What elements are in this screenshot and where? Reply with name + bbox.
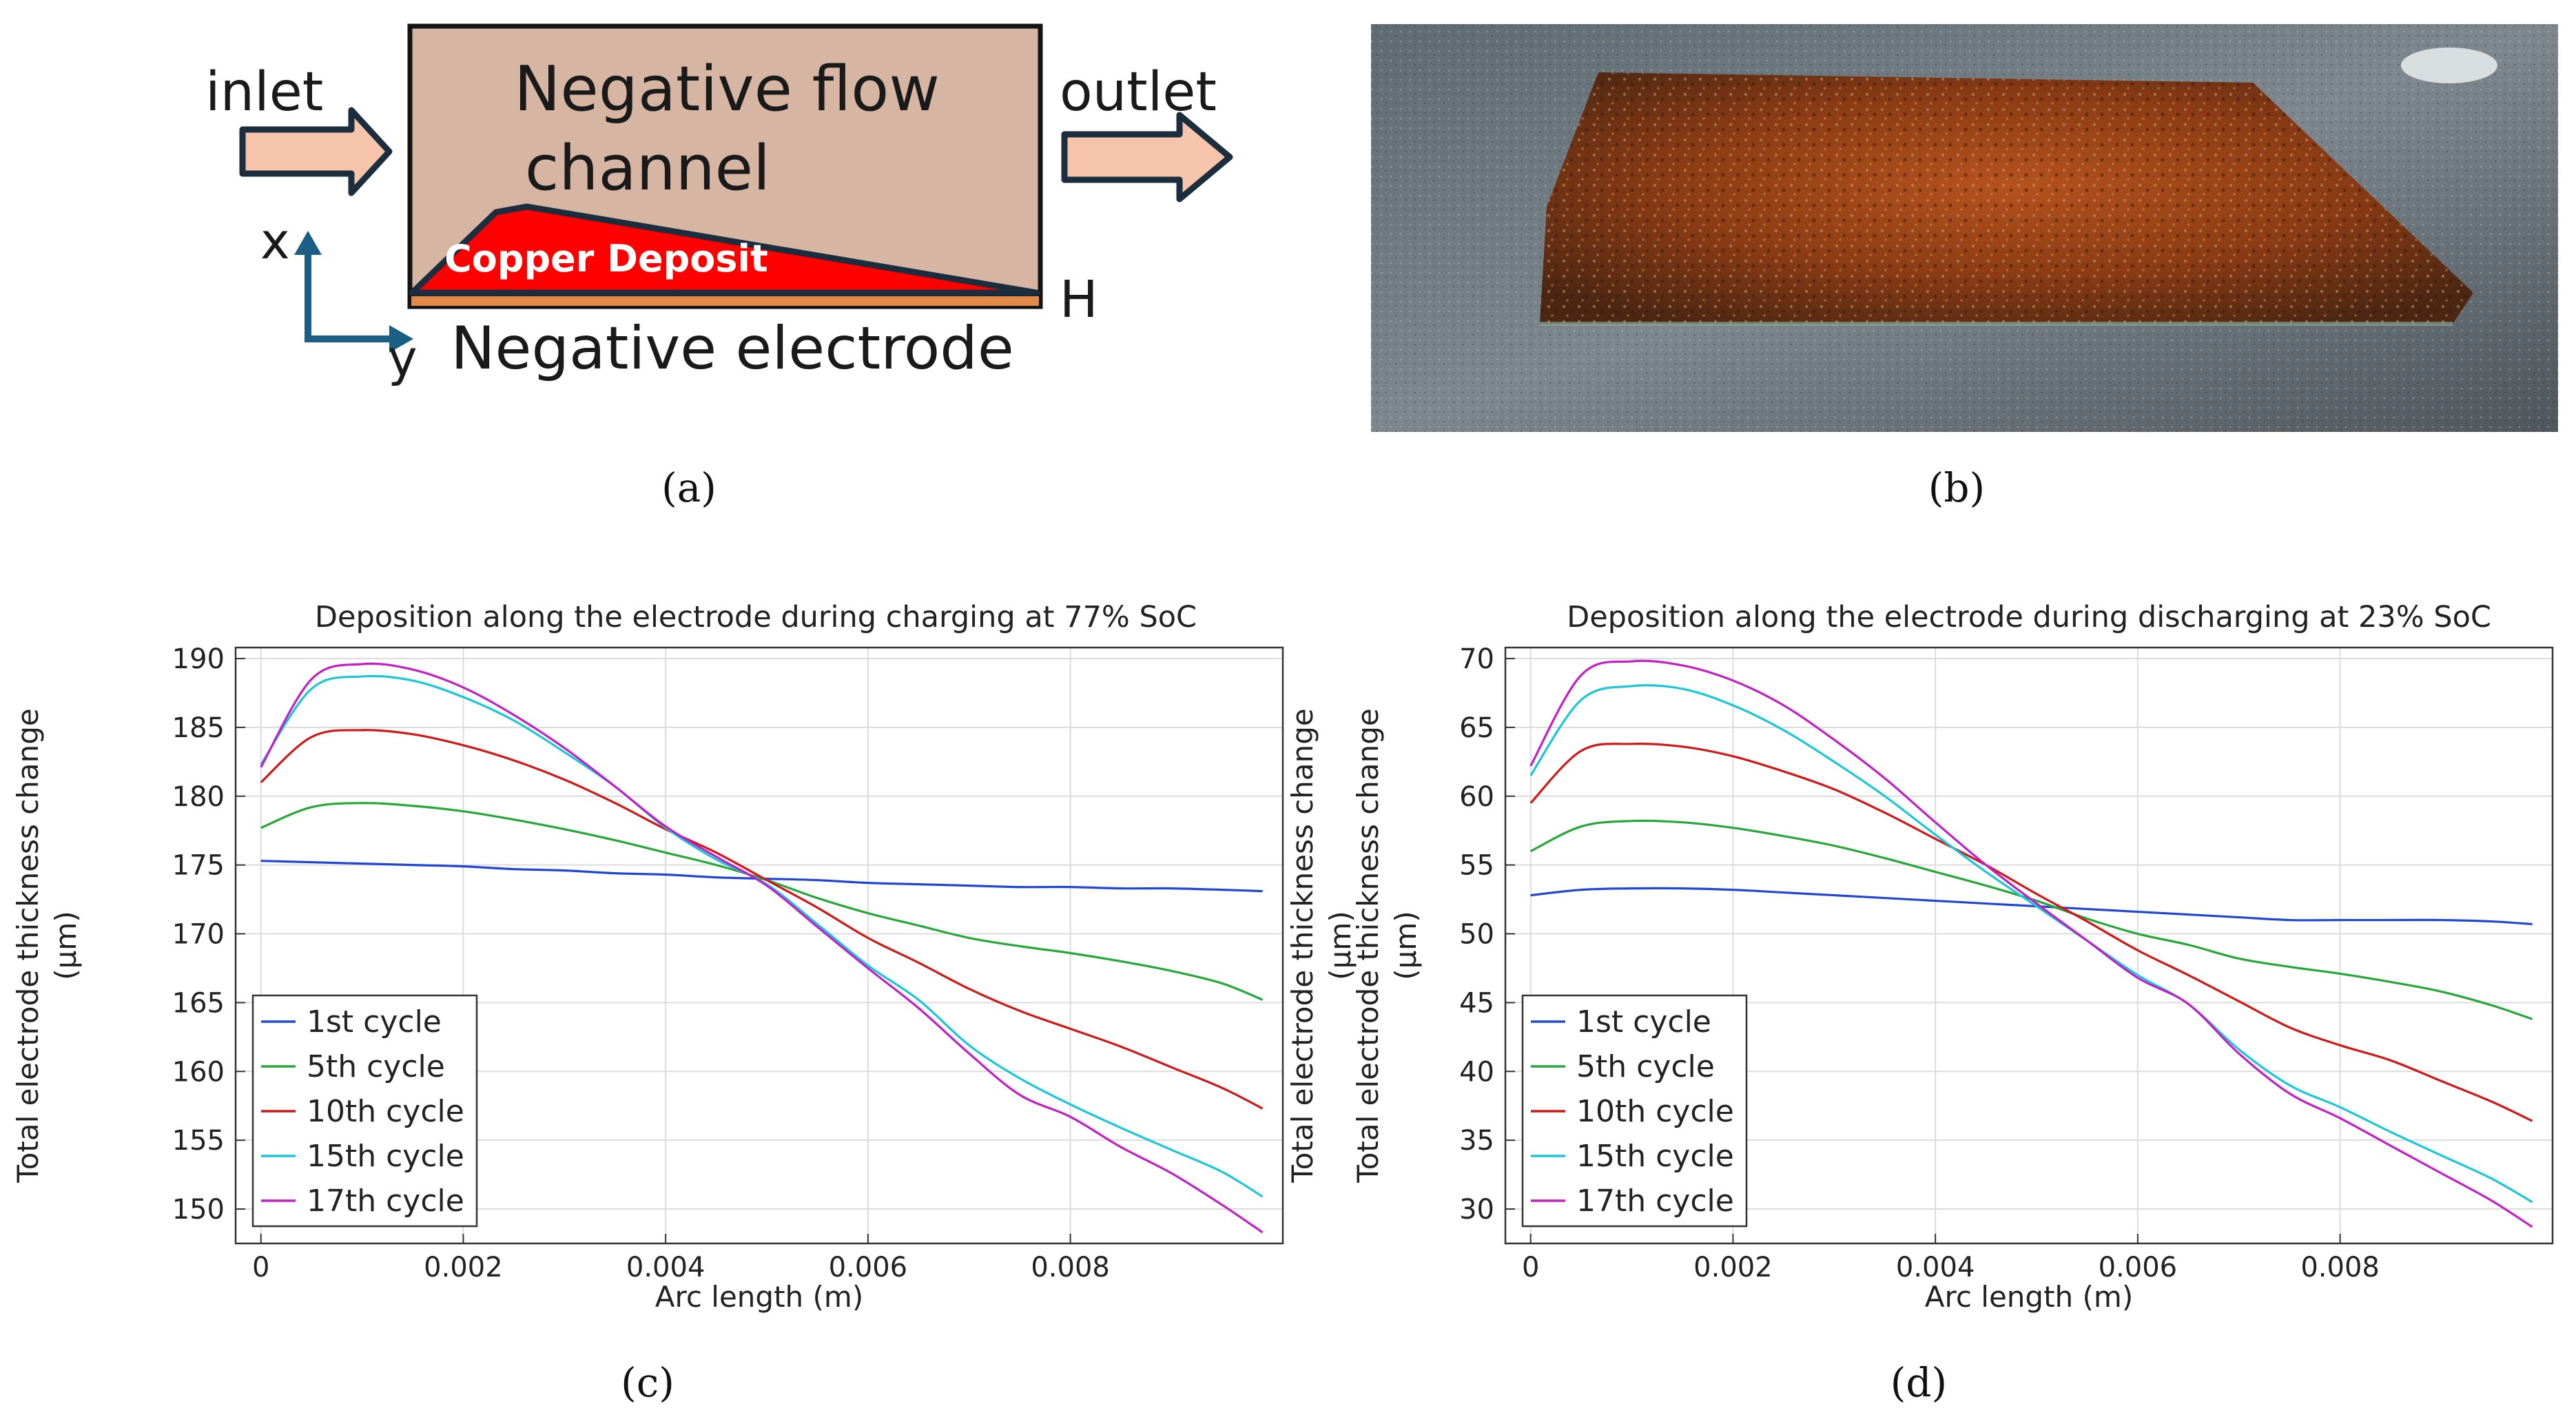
y-tick-label: 180 xyxy=(172,781,225,813)
x-tick-label: 0.004 xyxy=(1896,1252,1975,1283)
x-axis-title: Arc length (m) xyxy=(655,1280,863,1314)
chart-discharging: 0 0.002 0.004 0.006 0.008 30 35 40 45 50 55 60 65 70 D… xyxy=(1351,600,2554,1314)
chart-title: Deposition along the electrode during ch… xyxy=(315,600,1197,634)
caption-b: (b) xyxy=(1928,464,1985,511)
inlet-label: inlet xyxy=(205,61,323,123)
series-line-15th-cycle xyxy=(1529,684,2533,1203)
x-tick-label: 0 xyxy=(252,1252,269,1283)
legend-label: 17th cycle xyxy=(1576,1184,1734,1219)
y-tick-label: 60 xyxy=(1459,781,1494,813)
x-axis-label: x xyxy=(260,212,290,270)
electrode-label: Negative electrode xyxy=(451,314,1014,383)
outlet-label: outlet xyxy=(1060,61,1217,123)
y-tick-label: 45 xyxy=(1459,987,1494,1019)
y-tick-label: 165 xyxy=(172,987,225,1019)
x-tick-label: 0.004 xyxy=(626,1252,705,1283)
photo-hole xyxy=(2401,48,2497,83)
legend-label: 5th cycle xyxy=(1576,1049,1715,1084)
plot-frame xyxy=(1504,646,2554,1245)
caption-a: (a) xyxy=(661,464,717,511)
legend-label: 17th cycle xyxy=(307,1184,464,1219)
y-tick-label: 150 xyxy=(172,1194,225,1226)
chart-charging: 0 0.002 0.004 0.006 0.008 150 155 160 165 170 175 1… xyxy=(11,600,1357,1314)
y-tick-label: 155 xyxy=(172,1125,225,1157)
y-tick-label: 55 xyxy=(1459,850,1494,882)
x-tick-label: 0.008 xyxy=(1031,1252,1110,1283)
panel-a-schematic: Negative flow channel Copper Deposit inl… xyxy=(205,23,1233,387)
y-axis-unit: (μm) xyxy=(1389,911,1423,980)
channel-label-line2: channel xyxy=(525,132,770,205)
negative-electrode-strip xyxy=(409,293,1042,309)
panel-b-photo xyxy=(1371,24,2558,432)
x-tick-label: 0.002 xyxy=(424,1252,503,1283)
y-tick-label: 185 xyxy=(172,712,225,744)
y-tick-label: 30 xyxy=(1459,1194,1494,1226)
series-line-10th-cycle xyxy=(1529,742,2533,1122)
y-tick-label: 175 xyxy=(172,850,225,882)
y-axis-title: Total electrode thickness change xyxy=(1351,708,1385,1184)
x-tick-label: 0.002 xyxy=(1693,1252,1773,1283)
deposit-label: Copper Deposit xyxy=(444,237,768,280)
legend-label: 1st cycle xyxy=(307,1004,442,1040)
plot-frame xyxy=(234,646,1284,1245)
legend-label: 10th cycle xyxy=(307,1094,464,1129)
y-tick-label: 190 xyxy=(172,643,225,675)
y-axis-label: y xyxy=(388,329,418,387)
x-axis-title: Arc length (m) xyxy=(1925,1280,2133,1314)
series-line-10th-cycle xyxy=(260,729,1264,1110)
caption-d: (d) xyxy=(1890,1359,1947,1406)
series-line-17th-cycle xyxy=(260,662,1264,1234)
y-axis-unit: (μm) xyxy=(49,911,83,980)
x-tick-label: 0.006 xyxy=(2099,1252,2178,1283)
channel-label-line1: Negative flow xyxy=(514,53,940,125)
y-tick-label: 160 xyxy=(172,1056,225,1088)
y-tick-label: 70 xyxy=(1459,643,1494,675)
y-tick-label: 65 xyxy=(1459,712,1494,744)
x-tick-label: 0.006 xyxy=(829,1252,908,1283)
x-tick-label: 0 xyxy=(1522,1252,1539,1283)
shared-y-axis-title: Total electrode thickness change xyxy=(1286,708,1319,1184)
legend-label: 15th cycle xyxy=(307,1139,464,1174)
x-tick-label: 0.008 xyxy=(2300,1252,2380,1283)
caption-c: (c) xyxy=(621,1359,674,1406)
copper-deposit-shape xyxy=(409,203,1040,296)
y-axis-title: Total electrode thickness change xyxy=(11,708,45,1184)
series-line-17th-cycle xyxy=(1529,659,2533,1228)
y-tick-label: 35 xyxy=(1459,1125,1494,1157)
legend-label: 10th cycle xyxy=(1576,1094,1734,1129)
y-tick-label: 170 xyxy=(172,919,225,951)
legend-label: 5th cycle xyxy=(307,1049,445,1084)
legend-label: 1st cycle xyxy=(1576,1004,1711,1040)
series-line-1st-cycle xyxy=(260,860,1263,893)
y-tick-label: 40 xyxy=(1459,1056,1494,1088)
legend-label: 15th cycle xyxy=(1576,1139,1734,1174)
outlet-arrow-icon xyxy=(1061,112,1233,203)
height-label: H xyxy=(1060,270,1098,329)
series-line-5th-cycle xyxy=(1530,819,2533,1020)
coordinate-axes-icon xyxy=(294,231,413,353)
chart-title: Deposition along the electrode during di… xyxy=(1567,600,2491,634)
shared-y-axis-unit: (μm) xyxy=(1323,911,1357,980)
inlet-arrow-icon xyxy=(239,107,393,196)
copper-texture xyxy=(1540,72,2473,324)
y-tick-label: 50 xyxy=(1459,919,1494,951)
